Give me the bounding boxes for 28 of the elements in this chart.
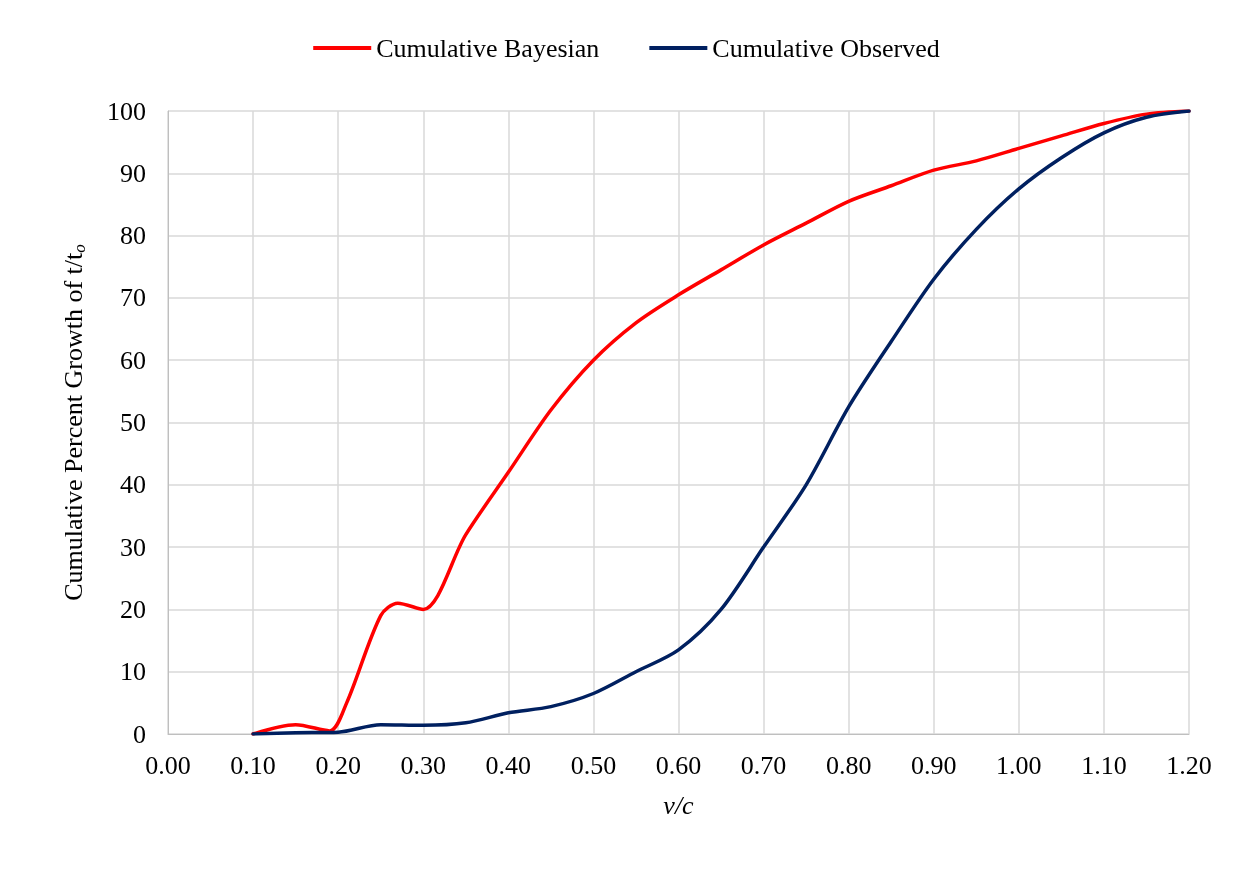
x-tick-label: 0.10: [230, 750, 276, 780]
y-tick-label: 90: [120, 158, 146, 188]
x-tick-label: 0.90: [911, 750, 957, 780]
x-tick-label: 0.60: [655, 750, 702, 780]
y-axis-title: Cumulative Percent Growth of t/to: [59, 244, 89, 601]
x-tick-label: 0.30: [400, 750, 446, 780]
x-tick-label: 0.20: [315, 750, 361, 780]
y-tick-label: 50: [120, 408, 146, 437]
legend-label: Cumulative Bayesian: [376, 33, 600, 63]
y-tick-label: 0: [133, 719, 146, 749]
y-tick-label: 100: [107, 96, 146, 126]
x-tick-label: 0.50: [570, 750, 617, 780]
x-tick-label: 0.80: [825, 750, 872, 780]
x-tick-label: 0.40: [485, 750, 532, 780]
x-tick-label: 1.00: [996, 750, 1042, 780]
y-tick-label: 70: [120, 283, 146, 313]
x-tick-label: 1.10: [1081, 750, 1127, 780]
y-tick-label: 10: [120, 657, 146, 687]
y-tick-label: 80: [120, 221, 146, 251]
y-tick-label: 40: [120, 470, 146, 500]
x-axis-title: v/c: [663, 790, 695, 820]
y-tick-label: 60: [120, 345, 146, 375]
y-tick-label: 20: [120, 594, 146, 624]
legend-label: Cumulative Observed: [712, 33, 940, 63]
x-tick-label: 0.00: [145, 750, 191, 780]
y-tick-label: 30: [120, 532, 146, 562]
x-tick-label: 1.20: [1166, 750, 1212, 780]
x-tick-label: 0.70: [740, 750, 787, 780]
